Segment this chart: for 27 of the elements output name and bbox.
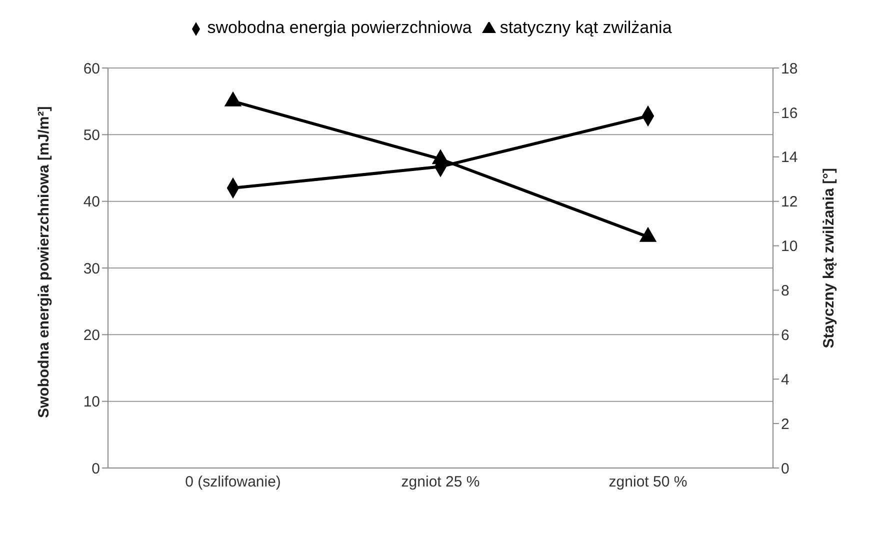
x-tick-label: zgniot 50 % xyxy=(608,474,688,491)
y2-tick-label: 6 xyxy=(781,326,790,344)
legend-label: statyczny kąt zwilżania xyxy=(500,18,672,37)
y2-tick-label: 8 xyxy=(781,282,790,300)
legend-label: swobodna energia powierzchniowa xyxy=(207,18,472,37)
y2-axis-title: Stayczny kąt zwilżania [°] xyxy=(820,168,838,348)
y2-tick-label: 14 xyxy=(781,149,798,166)
y2-tick-label: 0 xyxy=(781,460,790,478)
y-tick-label: 60 xyxy=(83,60,100,78)
y-tick-label: 50 xyxy=(83,126,100,144)
y2-tick-label: 4 xyxy=(781,371,790,388)
point xyxy=(432,149,450,164)
x-tick-label: 0 (szlifowanie) xyxy=(185,474,281,491)
y-tick-label: 20 xyxy=(83,326,100,344)
y-tick-label: 0 xyxy=(92,460,100,478)
y2-tick-label: 16 xyxy=(781,104,798,122)
y-tick-label: 10 xyxy=(83,394,100,411)
point xyxy=(639,226,657,242)
y2-tick-label: 2 xyxy=(781,416,790,433)
x-tick-label: zgniot 25 % xyxy=(401,474,480,491)
y-tick-label: 30 xyxy=(83,260,100,278)
point xyxy=(224,91,242,106)
y2-tick-label: 18 xyxy=(781,60,798,78)
y-axis-title: Swobodna energia powierzchniowa [mJ/m²] xyxy=(35,106,52,418)
y-tick-label: 40 xyxy=(83,194,100,211)
y2-tick-label: 10 xyxy=(781,238,798,256)
y2-tick-label: 12 xyxy=(781,194,798,211)
